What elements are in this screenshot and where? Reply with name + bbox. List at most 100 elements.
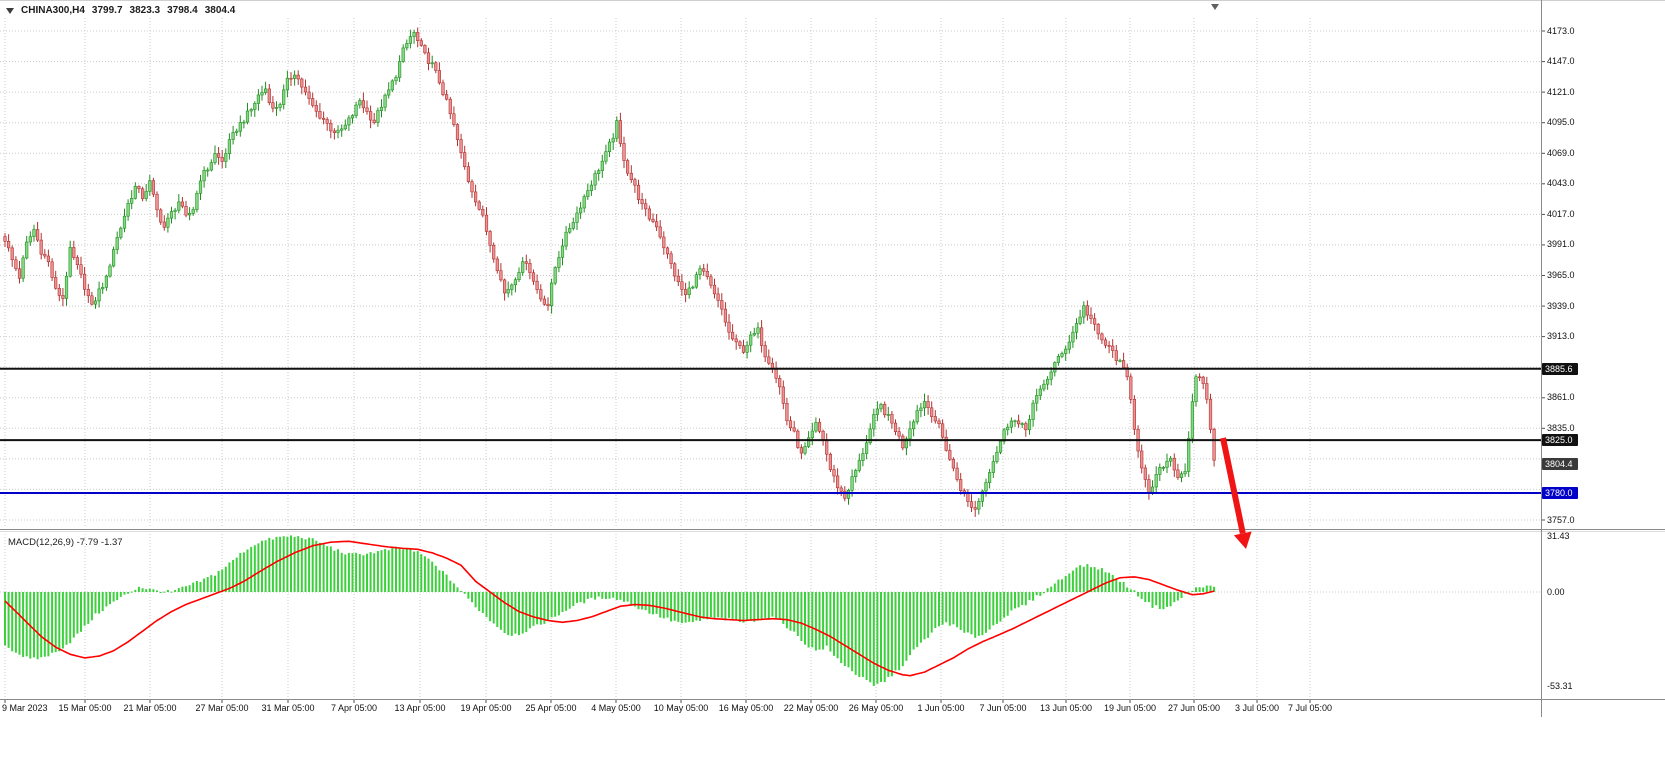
price-tick-label: 4043.0	[1547, 178, 1575, 189]
candle	[702, 268, 706, 272]
candle	[1006, 426, 1010, 431]
candle	[83, 273, 87, 290]
candle	[741, 345, 746, 353]
price-tick-label: 3913.0	[1547, 331, 1575, 342]
candle	[321, 117, 326, 120]
candle	[1078, 316, 1082, 324]
candle	[430, 62, 434, 65]
candle	[1100, 333, 1104, 341]
candle	[238, 122, 242, 132]
candle	[600, 160, 604, 171]
candle	[32, 229, 36, 237]
candle	[694, 274, 698, 288]
candle	[173, 209, 177, 212]
candle	[781, 386, 785, 404]
panel-separators	[0, 0, 1665, 717]
chart-shift-marker	[1211, 4, 1219, 10]
candle	[340, 128, 344, 131]
price-tick-label: 3835.0	[1547, 422, 1575, 433]
quote-high-value: 3823.3	[129, 5, 161, 16]
candle	[734, 338, 738, 343]
candle	[307, 91, 311, 99]
candle	[810, 430, 814, 439]
candle	[1183, 471, 1187, 475]
candle	[926, 401, 930, 408]
candle	[101, 286, 105, 290]
trend-arrow[interactable]	[1220, 437, 1252, 549]
candle	[1198, 376, 1202, 379]
candle	[919, 407, 923, 412]
quote-close-value: 3804.4	[204, 5, 236, 16]
price-tag-3825.0[interactable]: 3825.0	[1542, 434, 1578, 447]
candle	[325, 119, 329, 124]
candle	[361, 100, 366, 109]
candle	[332, 130, 337, 133]
candle	[481, 209, 485, 216]
time-label: 10 May 05:00	[653, 703, 709, 713]
candle	[130, 198, 134, 204]
candle	[1002, 429, 1006, 442]
candle	[589, 184, 593, 191]
price-tag-3780.0[interactable]: 3780.0	[1542, 487, 1578, 499]
quote-dropdown-icon[interactable]	[6, 7, 14, 14]
candle	[253, 103, 257, 110]
candle	[745, 344, 749, 353]
time-label: 19 Jun 05:00	[1103, 703, 1157, 713]
candle	[7, 241, 11, 249]
candle	[615, 120, 619, 139]
price-tag-3804.4[interactable]: 3804.4	[1542, 458, 1578, 471]
candle	[28, 236, 32, 243]
candle	[955, 467, 959, 480]
candle	[155, 193, 159, 211]
candle	[763, 345, 767, 358]
candle	[1056, 355, 1060, 363]
candle	[434, 62, 438, 71]
candle	[817, 422, 822, 432]
candle	[767, 356, 771, 364]
time-label: 3 Jul 05:00	[1234, 703, 1280, 713]
candle	[46, 255, 50, 262]
candle	[267, 88, 271, 104]
candle	[911, 421, 916, 430]
candle	[995, 451, 999, 462]
candle	[604, 151, 608, 162]
macd-scale-label: -53.31	[1547, 681, 1573, 692]
candle	[893, 422, 898, 433]
candle	[625, 160, 630, 174]
candle	[1089, 314, 1093, 319]
candle	[1060, 353, 1064, 357]
time-label: 22 May 05:00	[783, 703, 839, 713]
candle	[271, 102, 275, 109]
candle	[542, 298, 546, 305]
candle	[54, 277, 58, 289]
candle	[1038, 388, 1042, 396]
candle	[108, 265, 112, 277]
candle	[712, 284, 717, 295]
candle	[557, 257, 561, 268]
candle	[524, 261, 528, 264]
price-tag-3885.6[interactable]: 3885.6	[1542, 362, 1578, 375]
candle	[778, 377, 782, 388]
candle	[383, 94, 387, 108]
candle	[1129, 376, 1133, 400]
candle	[987, 472, 992, 483]
candle	[723, 308, 727, 323]
candle	[209, 162, 213, 171]
candle	[1169, 457, 1173, 462]
candle	[890, 414, 894, 424]
candle	[419, 40, 423, 46]
candle	[662, 236, 666, 249]
quote-low-value: 3798.4	[167, 5, 198, 16]
candle	[502, 279, 507, 294]
candle	[1067, 341, 1071, 350]
candle	[691, 286, 695, 289]
candle	[832, 469, 836, 477]
candle	[835, 475, 840, 489]
candle	[788, 420, 793, 429]
candle	[90, 295, 94, 305]
candle	[886, 414, 890, 416]
candle	[720, 300, 724, 310]
candle	[343, 124, 347, 130]
